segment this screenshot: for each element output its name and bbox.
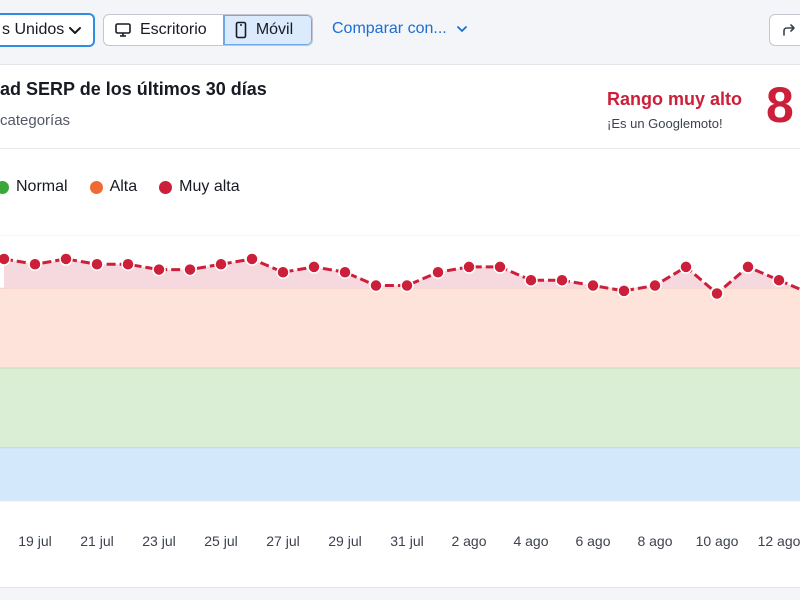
legend-dot-alta	[89, 180, 103, 194]
legend-label-muy-alta: Muy alta	[179, 178, 240, 195]
x-tick-label: 21 jul	[80, 533, 113, 549]
data-point-26-jul	[245, 252, 259, 266]
volatility-chart: 19 jul 21 jul 23 jul 25 jul 27 jul 29 jul 31 j…	[0, 235, 800, 549]
x-tick-label: 29 jul	[328, 533, 361, 549]
compare-dropdown[interactable]: Comparar con...	[332, 20, 469, 38]
x-tick-label: 23 jul	[142, 533, 175, 549]
data-point-20-jul	[59, 252, 73, 266]
legend-dot-normal	[0, 180, 9, 194]
x-tick-label: 4 ago	[513, 533, 548, 549]
serp-volatility-card: ad SERP de los últimos 30 días categoría…	[0, 64, 800, 588]
data-point-25-jul	[214, 257, 228, 272]
legend-item-muy-alta[interactable]: Muy alta	[159, 178, 240, 196]
range-sublabel: ¡Es un Googlemoto!	[607, 116, 723, 131]
chevron-down-icon	[456, 26, 467, 32]
legend-label-alta: Alta	[109, 178, 138, 195]
mobile-button-label: Móvil	[255, 21, 294, 38]
x-tick-label: 10 ago	[696, 533, 739, 549]
x-tick-label: 12 ago	[758, 533, 800, 549]
legend-dot-muy-alta	[159, 180, 173, 194]
toolbar: s Unidos Escritorio Móvil Comparar con..…	[0, 0, 800, 62]
data-point-18-jul	[0, 252, 11, 266]
x-tick-label: 19 jul	[18, 533, 51, 549]
data-point-23-jul	[152, 262, 166, 277]
device-toggle: Escritorio Móvil	[103, 14, 313, 46]
data-point-29-jul	[338, 265, 352, 279]
data-point-5-ago	[555, 273, 569, 287]
data-point-21-jul	[90, 257, 104, 272]
data-point-24-jul	[183, 262, 197, 277]
legend-label-normal: Normal	[16, 178, 68, 195]
card-header: ad SERP de los últimos 30 días categoría…	[0, 65, 800, 149]
series-line-muy-alta	[3, 257, 800, 296]
data-point-22-jul	[121, 257, 135, 272]
legend-item-normal[interactable]: Normal	[0, 178, 68, 196]
desktop-button-label: Escritorio	[140, 21, 207, 38]
country-select[interactable]: s Unidos	[0, 13, 95, 47]
data-point-6-ago	[586, 278, 600, 293]
x-tick-label: 6 ago	[575, 533, 610, 549]
data-point-10-ago	[710, 286, 724, 301]
data-point-3-ago	[493, 260, 507, 274]
band-normal	[0, 368, 800, 448]
data-point-4-ago	[524, 273, 538, 287]
desktop-button[interactable]: Escritorio	[104, 15, 223, 45]
x-tick-label: 31 jul	[390, 533, 423, 549]
mobile-button[interactable]: Móvil	[222, 15, 312, 45]
data-point-19-jul	[28, 257, 42, 272]
card-subtitle: categorías	[0, 112, 71, 129]
range-score: 8	[766, 77, 794, 133]
x-tick-label: 2 ago	[451, 533, 486, 549]
band-alta	[0, 288, 800, 368]
share-icon	[783, 24, 795, 36]
data-point-12-ago	[772, 273, 786, 287]
data-point-30-jul	[369, 278, 383, 293]
data-point-2-ago	[462, 260, 476, 274]
x-tick-label: 27 jul	[266, 533, 299, 549]
chevron-down-icon	[69, 27, 81, 34]
range-label: Rango muy alto	[607, 89, 743, 109]
legend-item-alta[interactable]: Alta	[89, 178, 138, 196]
share-button[interactable]	[769, 14, 800, 46]
data-point-8-ago	[648, 278, 662, 293]
chart-legend: Normal Alta Muy alta	[0, 178, 240, 196]
data-point-27-jul	[276, 265, 290, 279]
mobile-icon	[235, 21, 247, 39]
data-point-9-ago	[679, 260, 693, 274]
data-point-31-jul	[400, 278, 414, 293]
card-title: ad SERP de los últimos 30 días	[0, 79, 267, 99]
x-tick-label: 8 ago	[637, 533, 672, 549]
x-tick-label: 25 jul	[204, 533, 237, 549]
data-point-28-jul	[307, 260, 321, 274]
country-select-label: s Unidos	[2, 21, 65, 38]
data-point-1-ago	[431, 265, 445, 279]
band-baja	[0, 447, 800, 501]
data-point-11-ago	[741, 260, 755, 274]
data-point-7-ago	[617, 284, 631, 298]
desktop-icon	[115, 23, 131, 37]
compare-label: Comparar con...	[332, 20, 447, 37]
